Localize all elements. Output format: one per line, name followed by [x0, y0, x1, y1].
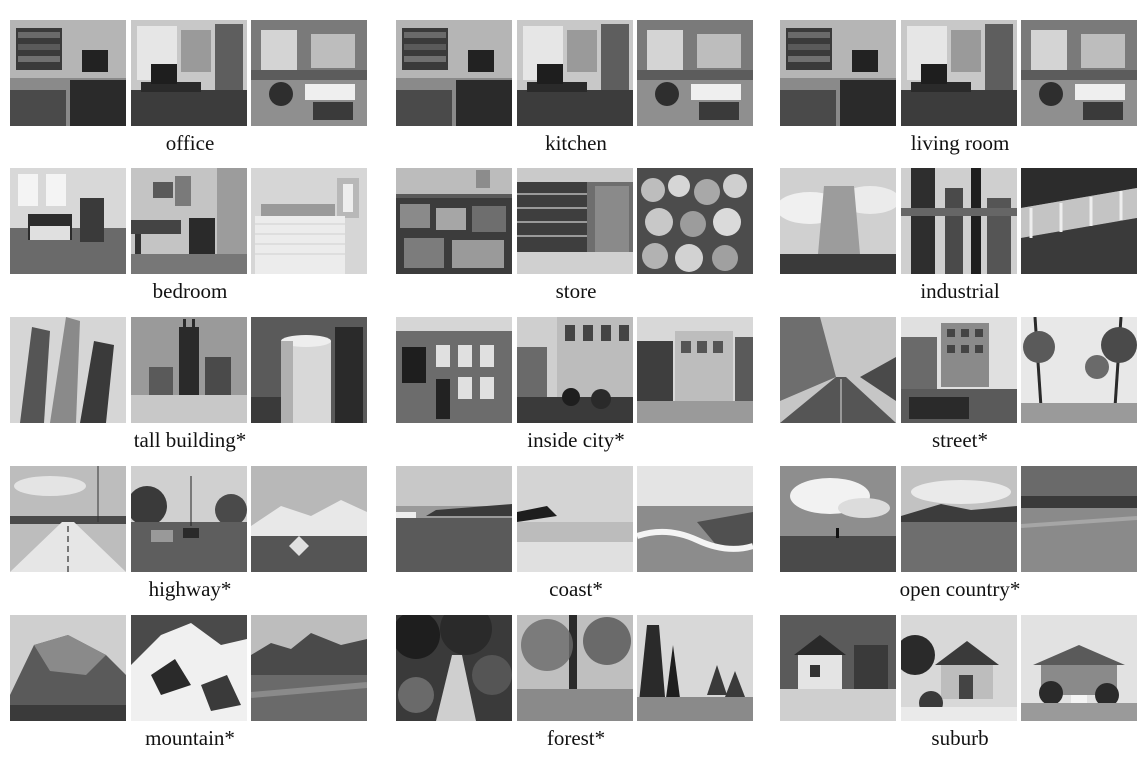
category-office: office — [10, 20, 370, 166]
thumbnail-row — [396, 615, 756, 721]
category-label: kitchen — [545, 131, 607, 155]
scene-photo — [780, 466, 896, 572]
scene-photo — [517, 168, 633, 274]
scene-photo — [517, 317, 633, 423]
scene-photo — [780, 615, 896, 721]
scene-photo — [637, 317, 753, 423]
thumbnail-row — [10, 615, 370, 721]
category-label: inside city* — [527, 428, 625, 452]
scene-photo — [251, 466, 367, 572]
thumbnail-row — [10, 466, 370, 572]
scene-photo — [251, 168, 367, 274]
category-label: highway* — [148, 577, 232, 601]
scene-photo — [10, 168, 126, 274]
scene-photo — [10, 466, 126, 572]
category-label: suburb — [931, 726, 989, 750]
thumbnail-row — [396, 168, 756, 274]
scene-photo — [901, 20, 1017, 126]
category-coast: coast* — [396, 466, 756, 612]
scene-photo — [517, 466, 633, 572]
scene-photo — [396, 615, 512, 721]
category-label: store — [555, 279, 597, 303]
category-bedroom: bedroom — [10, 168, 370, 314]
scene-photo — [901, 466, 1017, 572]
scene-photo — [517, 20, 633, 126]
category-living-room: living room — [780, 20, 1140, 166]
thumbnail-row — [780, 466, 1140, 572]
scene-photo — [10, 317, 126, 423]
scene-photo — [901, 615, 1017, 721]
thumbnail-row — [10, 20, 370, 126]
scene-photo — [396, 317, 512, 423]
category-industrial: industrial — [780, 168, 1140, 314]
category-label: forest* — [546, 726, 606, 750]
thumbnail-row — [10, 168, 370, 274]
category-store: store — [396, 168, 756, 314]
scene-photo — [396, 168, 512, 274]
scene-photo — [780, 317, 896, 423]
category-highway: highway* — [10, 466, 370, 612]
category-tall-building: tall building* — [10, 317, 370, 463]
scene-photo — [1021, 168, 1137, 274]
scene-photo — [131, 317, 247, 423]
scene-photo — [1021, 615, 1137, 721]
category-kitchen: kitchen — [396, 20, 756, 166]
category-label: coast* — [549, 577, 603, 601]
category-label: bedroom — [152, 279, 228, 303]
thumbnail-row — [396, 466, 756, 572]
scene-photo — [901, 317, 1017, 423]
scene-photo — [1021, 317, 1137, 423]
thumbnail-row — [10, 317, 370, 423]
scene-photo — [517, 615, 633, 721]
scene-photo — [396, 20, 512, 126]
scene-photo — [251, 615, 367, 721]
scene-photo — [131, 466, 247, 572]
category-forest: forest* — [396, 615, 756, 761]
scene-photo — [637, 20, 753, 126]
scene-photo — [637, 615, 753, 721]
category-label: street* — [932, 428, 988, 452]
scene-photo — [251, 317, 367, 423]
category-inside-city: inside city* — [396, 317, 756, 463]
scene-photo — [131, 20, 247, 126]
thumbnail-row — [780, 317, 1140, 423]
scene-photo — [396, 466, 512, 572]
scene-photo — [131, 168, 247, 274]
scene-photo — [10, 615, 126, 721]
thumbnail-row — [780, 615, 1140, 721]
thumbnail-row — [780, 168, 1140, 274]
thumbnail-row — [780, 20, 1140, 126]
category-suburb: suburb — [780, 615, 1140, 761]
scene-photo — [901, 168, 1017, 274]
thumbnail-row — [396, 20, 756, 126]
category-label: mountain* — [145, 726, 235, 750]
thumbnail-row — [396, 317, 756, 423]
category-street: street* — [780, 317, 1140, 463]
scene-photo — [251, 20, 367, 126]
scene-photo — [1021, 20, 1137, 126]
scene-photo — [637, 168, 753, 274]
category-label: office — [165, 131, 215, 155]
scene-photo — [10, 20, 126, 126]
scene-photo — [780, 20, 896, 126]
scene-photo — [1021, 466, 1137, 572]
scene-photo — [637, 466, 753, 572]
category-label: industrial — [920, 279, 1000, 303]
category-label: living room — [910, 131, 1010, 155]
category-mountain: mountain* — [10, 615, 370, 761]
category-label: tall building* — [133, 428, 247, 452]
scene-photo — [780, 168, 896, 274]
category-open-country: open country* — [780, 466, 1140, 612]
category-label: open country* — [899, 577, 1021, 601]
scene-photo — [131, 615, 247, 721]
